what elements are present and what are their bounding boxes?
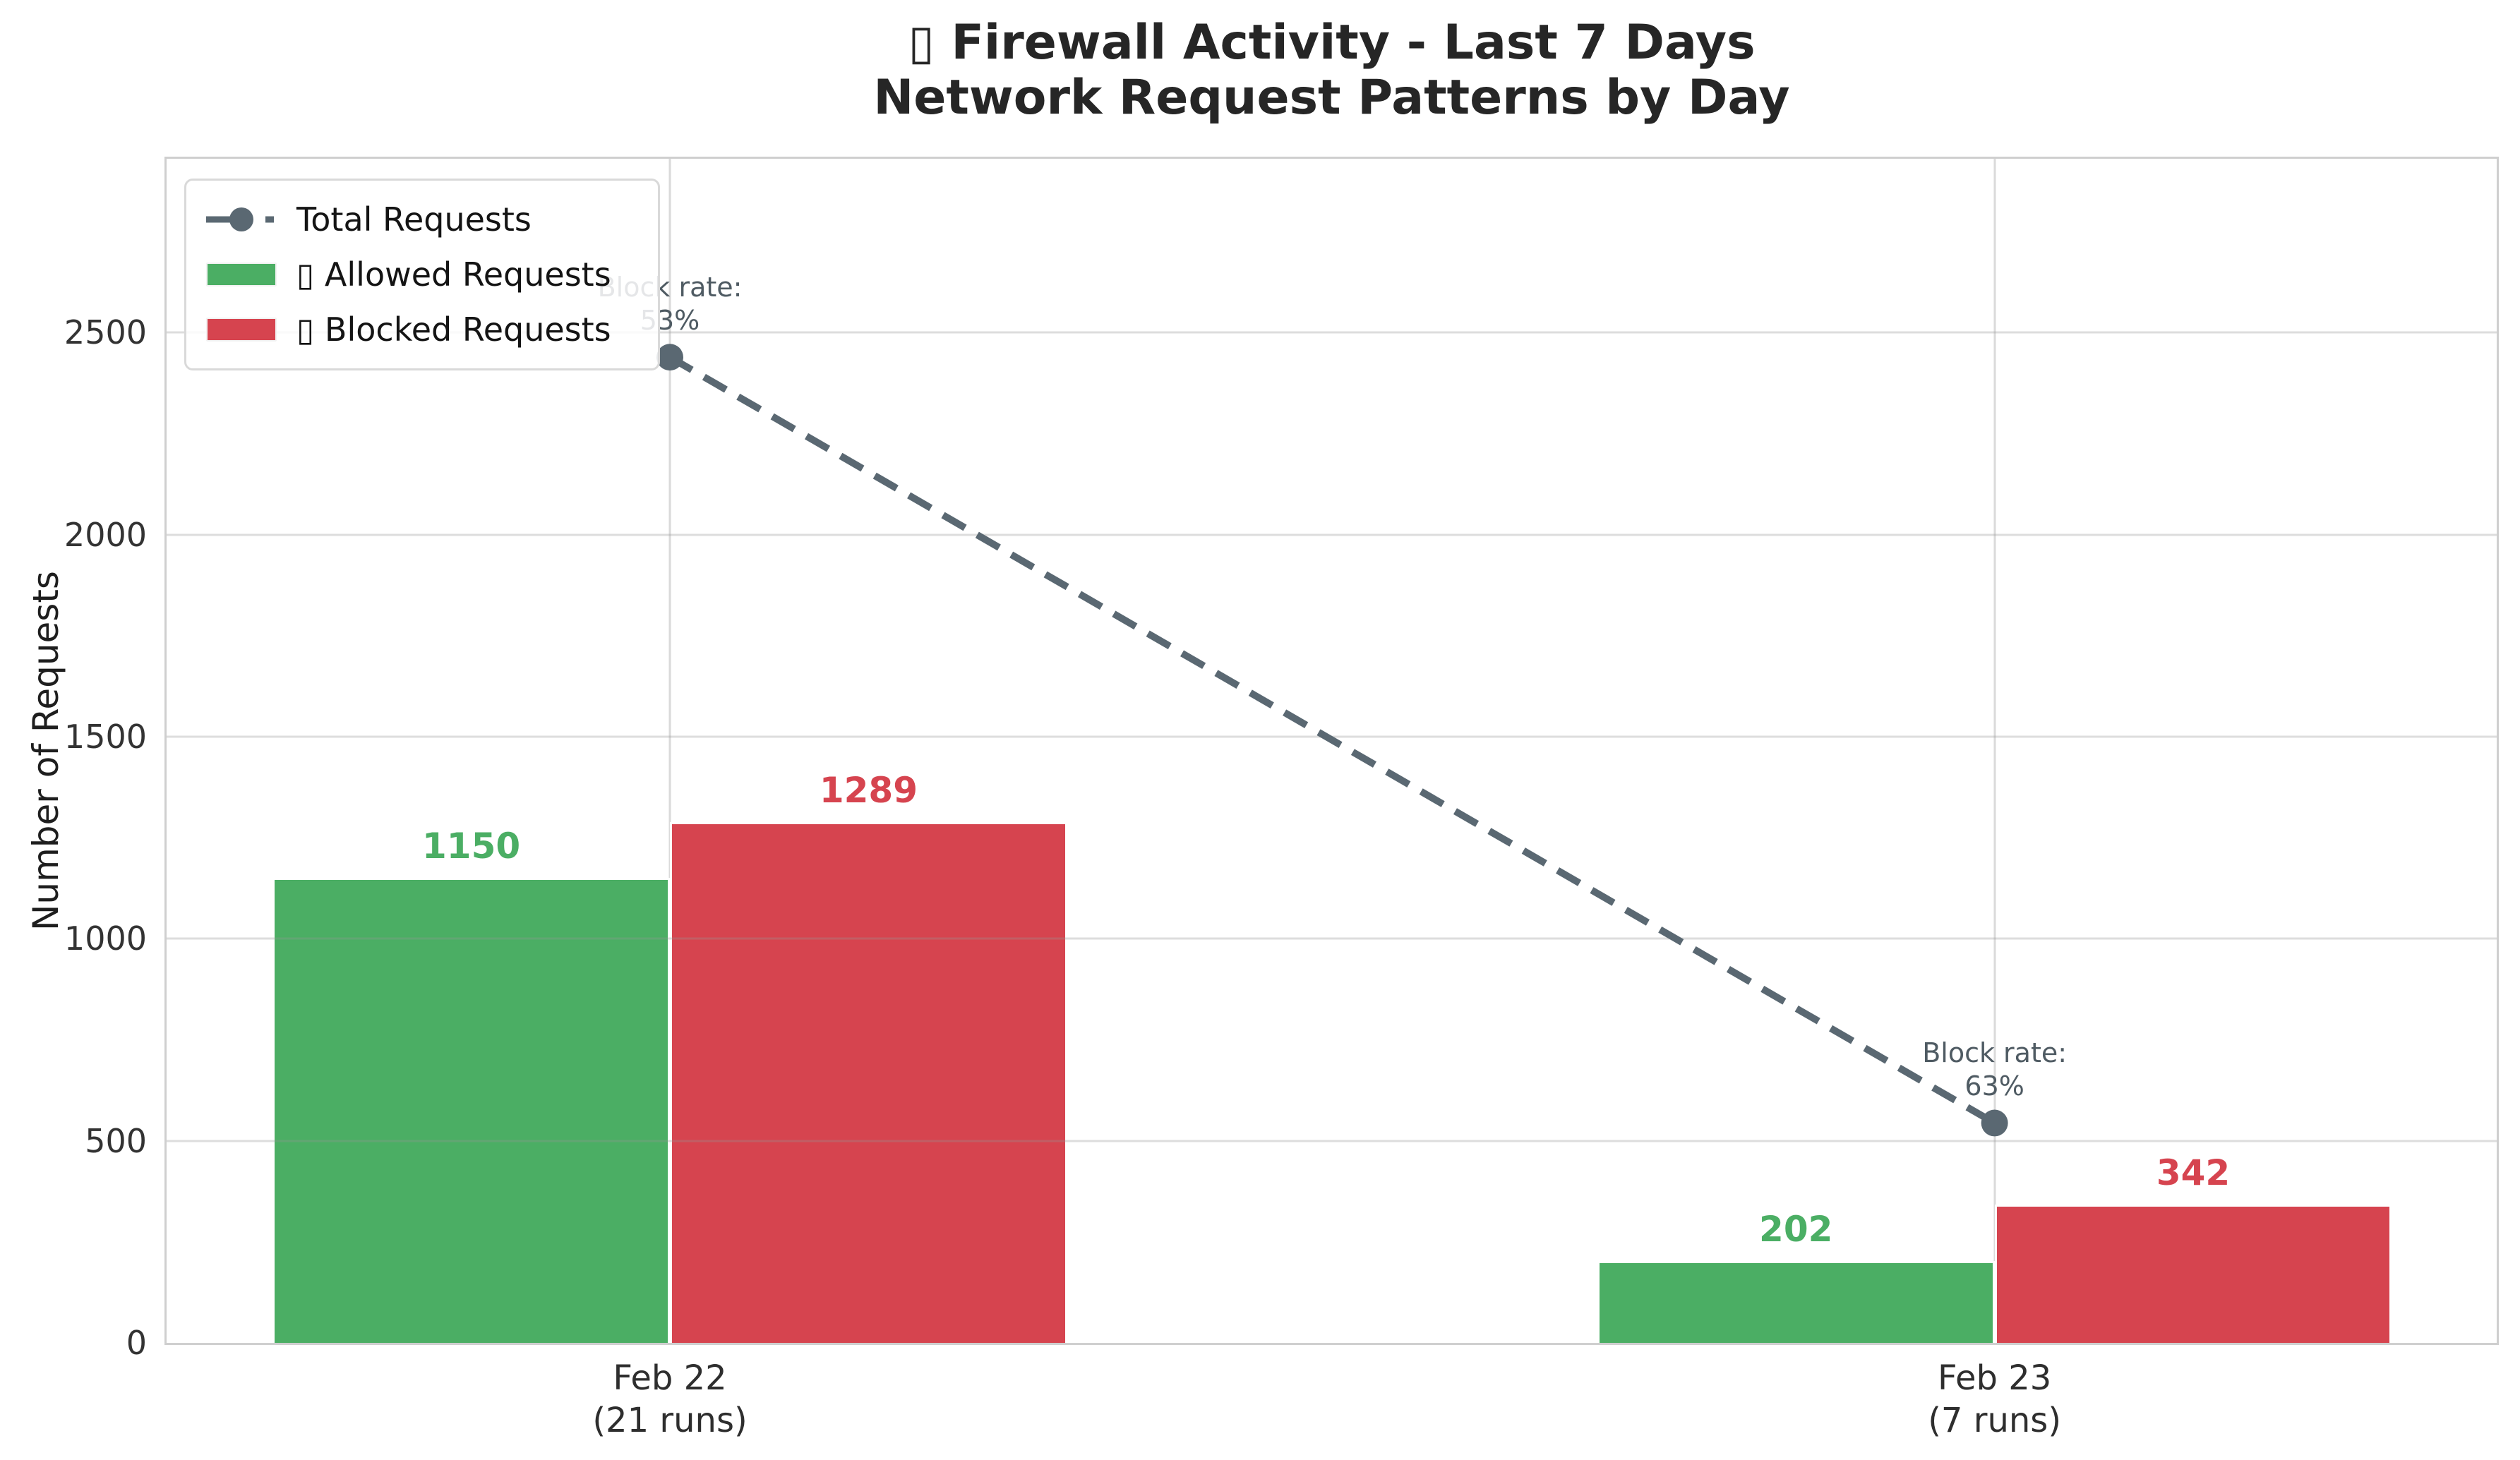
value-label-allowed-feb22: 1150 xyxy=(422,826,521,867)
legend-label-allowed: ▯ Allowed Requests xyxy=(296,255,611,294)
x-tick-feb23: Feb 23 (7 runs) xyxy=(1928,1357,2061,1442)
y-tick-1000: 1000 xyxy=(64,919,147,958)
legend-row-allowed: ▯ Allowed Requests xyxy=(206,253,638,296)
bar-allowed-feb23 xyxy=(1597,1261,1995,1343)
value-label-blocked-feb23: 342 xyxy=(2156,1152,2231,1194)
plot-area: 0 500 1000 1500 2000 2500 Feb 22 (21 run… xyxy=(64,157,2499,1440)
value-label-allowed-feb23: 202 xyxy=(1759,1209,1833,1250)
y-tick-1500: 1500 xyxy=(64,717,147,756)
green-swatch-icon xyxy=(206,262,277,287)
annotation-block-rate-feb23: Block rate: 63% xyxy=(1922,1037,2067,1103)
total-point-feb22 xyxy=(656,344,683,371)
annotation-feb23-line2: 63% xyxy=(1964,1070,2024,1102)
legend-label-total: Total Requests xyxy=(296,200,532,239)
x-tick-feb22-runs: (21 runs) xyxy=(592,1401,748,1440)
legend-label-blocked: ▯ Blocked Requests xyxy=(296,310,611,349)
x-tick-feb22-date: Feb 22 xyxy=(613,1358,727,1398)
red-swatch-icon xyxy=(206,317,277,342)
gridline-h-2000 xyxy=(167,533,2497,536)
dashed-line-marker-icon xyxy=(206,207,277,232)
bar-blocked-feb23 xyxy=(1994,1205,2392,1343)
annotation-feb23-line1: Block rate: xyxy=(1922,1037,2068,1069)
gridline-h-1500 xyxy=(167,735,2497,738)
chart-subtitle: Network Request Patterns by Day xyxy=(873,70,1790,126)
gridline-v-1 xyxy=(1993,159,1996,1343)
chart-title-block: ▯ Firewall Activity - Last 7 Days Networ… xyxy=(164,16,2499,126)
total-point-feb23 xyxy=(1981,1109,2008,1137)
value-label-blocked-feb22: 1289 xyxy=(819,769,918,811)
y-tick-2500: 2500 xyxy=(64,313,147,352)
bar-allowed-feb22 xyxy=(272,878,670,1343)
x-tick-feb23-date: Feb 23 xyxy=(1937,1358,2052,1398)
legend-row-total: Total Requests xyxy=(206,198,638,241)
y-tick-500: 500 xyxy=(85,1121,147,1160)
legend-row-blocked: ▯ Blocked Requests xyxy=(206,308,638,351)
y-tick-0: 0 xyxy=(126,1324,147,1362)
chart-title: ▯ Firewall Activity - Last 7 Days xyxy=(908,15,1756,71)
x-tick-feb23-runs: (7 runs) xyxy=(1928,1401,2062,1440)
y-tick-2000: 2000 xyxy=(64,515,147,554)
legend: Total Requests ▯ Allowed Requests ▯ Bloc… xyxy=(184,179,660,370)
x-tick-feb22: Feb 22 (21 runs) xyxy=(592,1357,747,1442)
y-axis-label: Number of Requests xyxy=(25,571,66,931)
bar-blocked-feb22 xyxy=(670,821,1067,1343)
